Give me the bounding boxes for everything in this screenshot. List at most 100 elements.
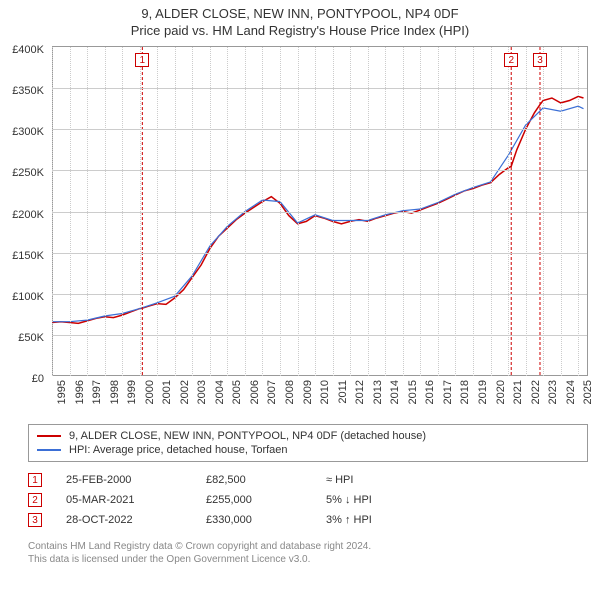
x-tick-label: 2007 (266, 380, 278, 404)
gridline-v (526, 47, 527, 376)
gridline-v (315, 47, 316, 376)
gridline-v (70, 47, 71, 376)
gridline-v (157, 47, 158, 376)
legend-label-hpi: HPI: Average price, detached house, Torf… (69, 444, 288, 456)
y-tick-label: £400K (12, 44, 44, 56)
marker-id-box: 1 (28, 473, 42, 487)
gridline-v (473, 47, 474, 376)
y-axis: £0£50K£100K£150K£200K£250K£300K£350K£400… (0, 50, 48, 380)
x-tick-label: 1996 (74, 380, 86, 404)
gridline-v (508, 47, 509, 376)
x-axis: 1995199619971998199920002001200220032004… (52, 376, 588, 418)
gridline-v (543, 47, 544, 376)
gridline-v (403, 47, 404, 376)
x-tick-label: 2014 (389, 380, 401, 404)
gridline-v (245, 47, 246, 376)
marker-id-box: 2 (28, 493, 42, 507)
gridline-v (491, 47, 492, 376)
gridline-h (52, 294, 587, 295)
marker-box-3: 3 (533, 53, 547, 67)
footnote-line2: This data is licensed under the Open Gov… (28, 553, 588, 566)
chart-subtitle: Price paid vs. HM Land Registry's House … (0, 23, 600, 38)
y-tick-label: £0 (32, 373, 44, 385)
marker-price: £82,500 (206, 474, 326, 486)
gridline-v (140, 47, 141, 376)
gridline-v (210, 47, 211, 376)
x-tick-label: 2004 (214, 380, 226, 404)
gridline-v (122, 47, 123, 376)
x-tick-label: 2008 (284, 380, 296, 404)
gridline-v (420, 47, 421, 376)
gridline-h (52, 88, 587, 89)
x-tick-label: 2003 (196, 380, 208, 404)
markers-table: 1 25-FEB-2000£82,500≈ HPI 205-MAR-2021£255… (28, 470, 588, 530)
x-tick-label: 1997 (91, 380, 103, 404)
gridline-v (87, 47, 88, 376)
x-tick-label: 2024 (565, 380, 577, 404)
y-tick-label: £300K (12, 126, 44, 138)
legend-swatch-hpi (37, 449, 61, 451)
marker-box-2: 2 (504, 53, 518, 67)
gridline-v (368, 47, 369, 376)
gridline-h (52, 170, 587, 171)
gridline-v (192, 47, 193, 376)
gridline-v (455, 47, 456, 376)
gridline-v (333, 47, 334, 376)
gridline-v (561, 47, 562, 376)
series-line-property (52, 96, 584, 323)
x-tick-label: 2022 (530, 380, 542, 404)
x-tick-label: 2018 (459, 380, 471, 404)
x-tick-label: 2012 (354, 380, 366, 404)
gridline-v (280, 47, 281, 376)
legend: 9, ALDER CLOSE, NEW INN, PONTYPOOL, NP4 … (28, 424, 588, 462)
x-tick-label: 1998 (109, 380, 121, 404)
legend-label-property: 9, ALDER CLOSE, NEW INN, PONTYPOOL, NP4 … (69, 430, 426, 442)
x-tick-label: 1999 (126, 380, 138, 404)
x-tick-label: 2015 (407, 380, 419, 404)
marker-date: 25-FEB-2000 (66, 474, 206, 486)
x-tick-label: 2002 (179, 380, 191, 404)
legend-item-property: 9, ALDER CLOSE, NEW INN, PONTYPOOL, NP4 … (37, 429, 579, 443)
gridline-v (262, 47, 263, 376)
y-tick-label: £100K (12, 291, 44, 303)
x-tick-label: 2020 (495, 380, 507, 404)
marker-price: £255,000 (206, 494, 326, 506)
marker-row-2: 205-MAR-2021£255,0005% ↓ HPI (28, 490, 588, 510)
footnote: Contains HM Land Registry data © Crown c… (28, 540, 588, 566)
x-tick-label: 2017 (442, 380, 454, 404)
series-line-hpi (52, 106, 584, 322)
gridline-v (52, 47, 53, 376)
legend-item-hpi: HPI: Average price, detached house, Torf… (37, 443, 579, 457)
x-tick-label: 2021 (512, 380, 524, 404)
x-tick-label: 2000 (144, 380, 156, 404)
gridline-v (227, 47, 228, 376)
marker-hpi-relation: 3% ↑ HPI (326, 514, 588, 526)
x-tick-label: 2006 (249, 380, 261, 404)
y-tick-label: £150K (12, 250, 44, 262)
chart-container: 9, ALDER CLOSE, NEW INN, PONTYPOOL, NP4 … (0, 0, 600, 566)
gridline-v (578, 47, 579, 376)
marker-hpi-relation: ≈ HPI (326, 474, 588, 486)
x-tick-label: 2001 (161, 380, 173, 404)
gridline-h (52, 212, 587, 213)
x-tick-label: 2019 (477, 380, 489, 404)
y-tick-label: £350K (12, 85, 44, 97)
y-tick-label: £200K (12, 209, 44, 221)
gridline-v (438, 47, 439, 376)
gridline-h (52, 129, 587, 130)
chart-title: 9, ALDER CLOSE, NEW INN, PONTYPOOL, NP4 … (0, 6, 600, 21)
marker-hpi-relation: 5% ↓ HPI (326, 494, 588, 506)
legend-swatch-property (37, 435, 61, 437)
gridline-v (298, 47, 299, 376)
x-tick-label: 2023 (547, 380, 559, 404)
marker-price: £330,000 (206, 514, 326, 526)
y-tick-label: £50K (18, 332, 44, 344)
x-tick-label: 2005 (231, 380, 243, 404)
chart-titles: 9, ALDER CLOSE, NEW INN, PONTYPOOL, NP4 … (0, 0, 600, 38)
marker-id-box: 3 (28, 513, 42, 527)
x-tick-label: 2009 (302, 380, 314, 404)
marker-box-1: 1 (135, 53, 149, 67)
x-tick-label: 2025 (582, 380, 594, 404)
plot-area: 1 2 3 (52, 46, 588, 376)
gridline-v (105, 47, 106, 376)
